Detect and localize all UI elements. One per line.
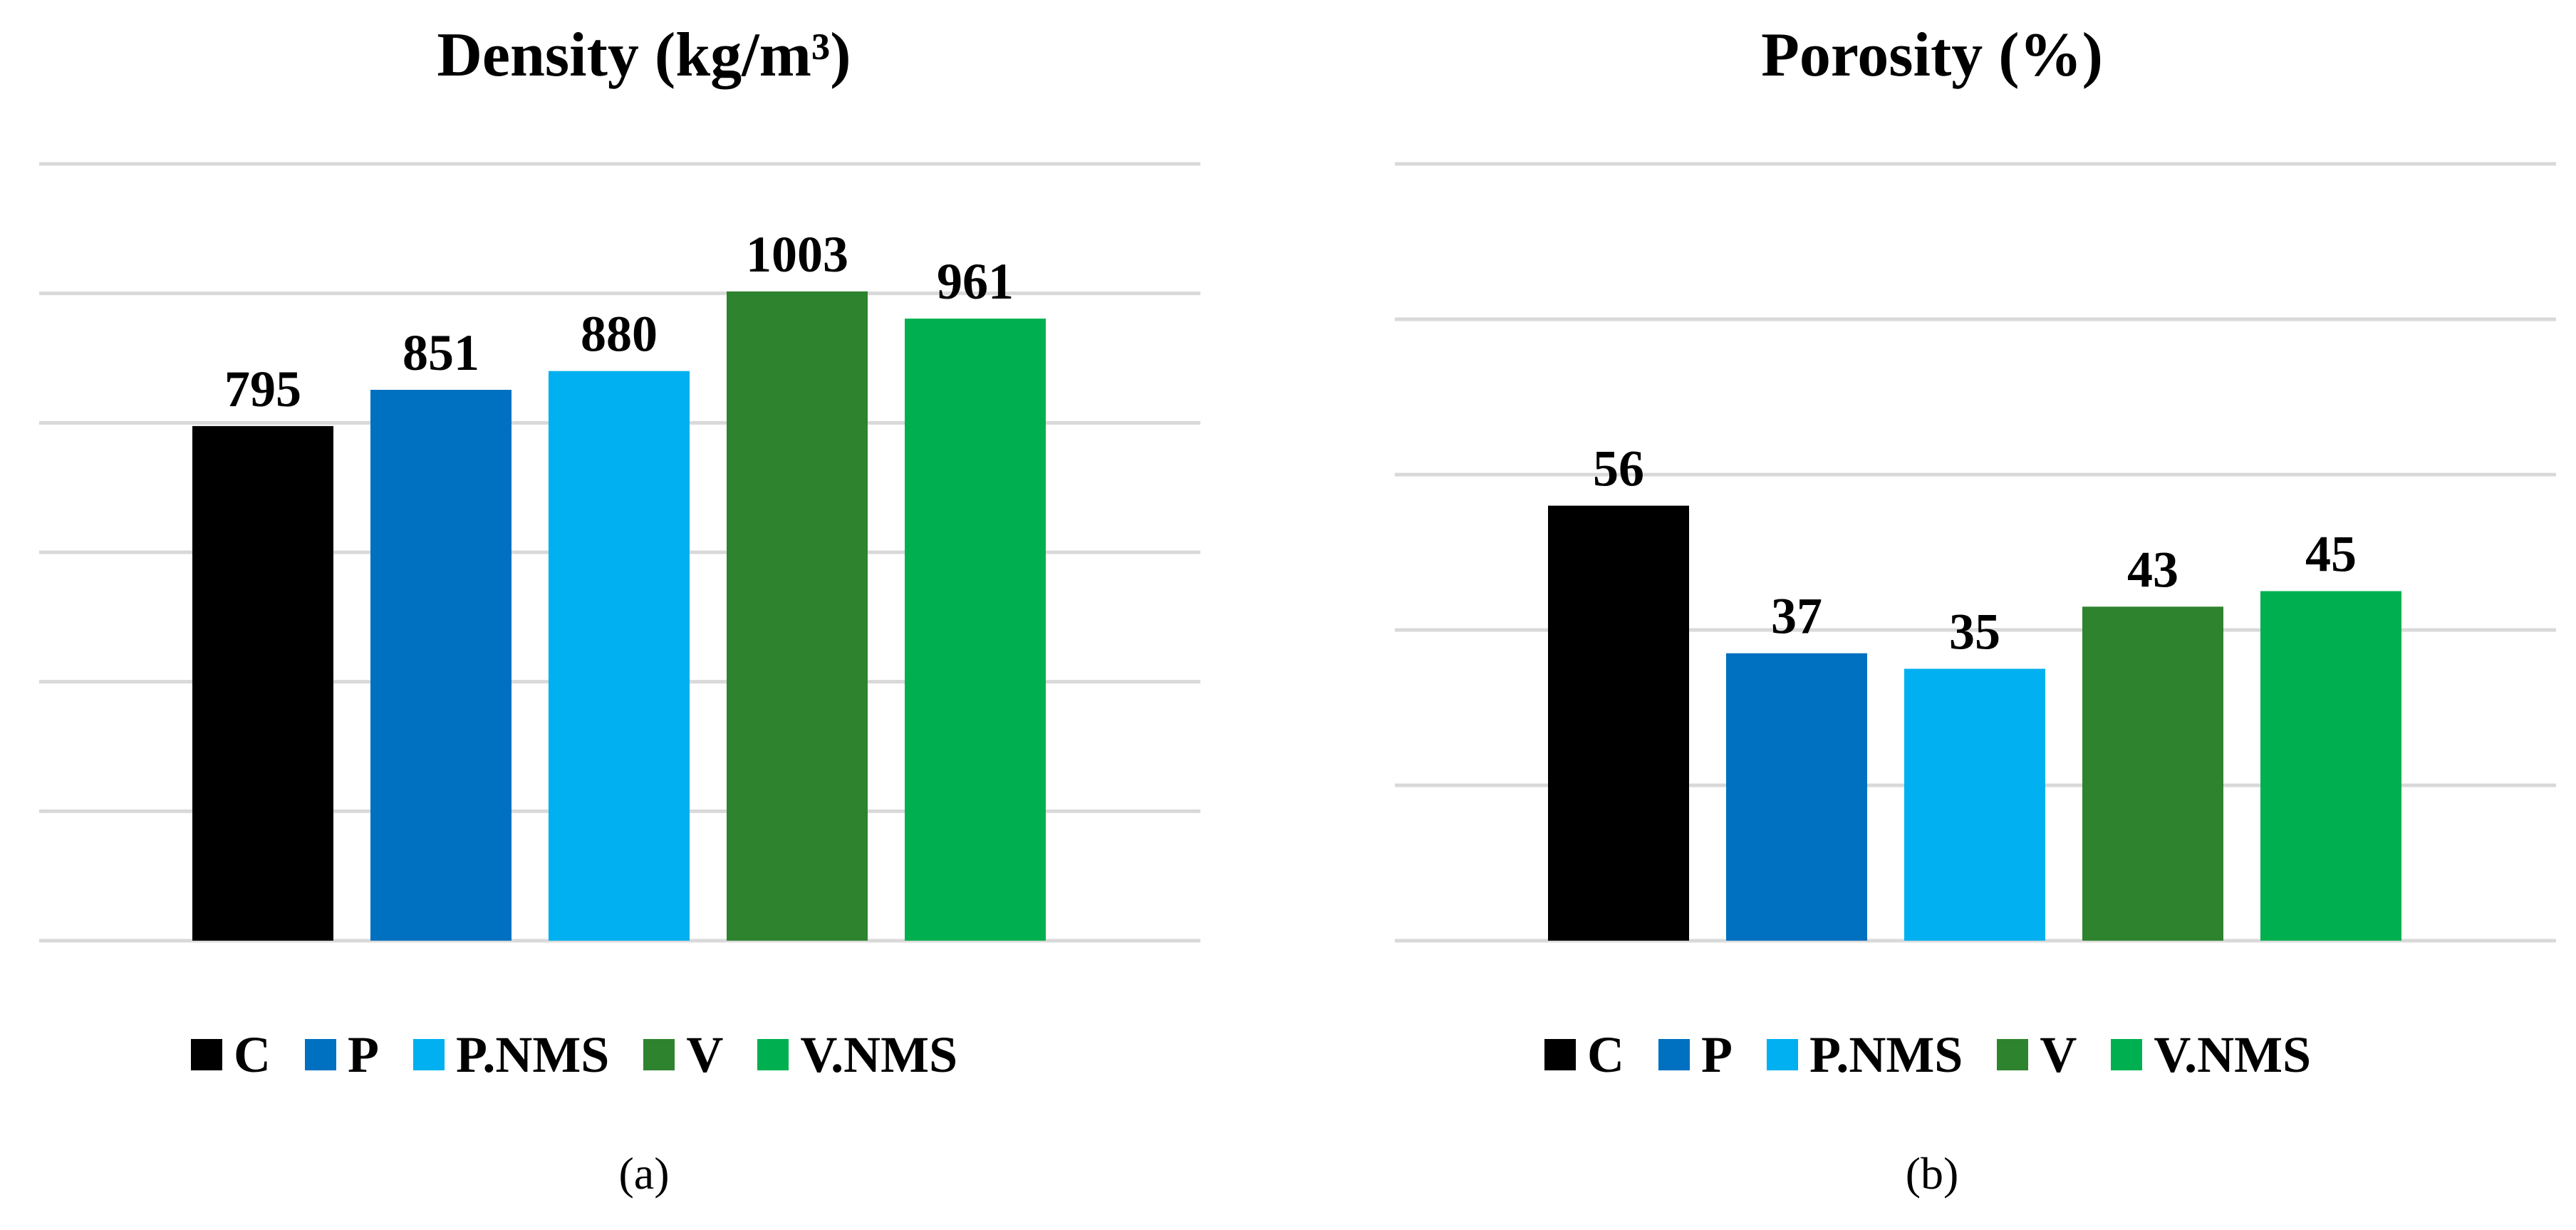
density-plot: 795 851 880 1003 961	[39, 162, 1200, 943]
legend: C P P.NMS V V.NMS	[1544, 1019, 2345, 1090]
chart-title: Density (kg/m³)	[437, 21, 851, 90]
data-label: 35	[1949, 604, 2000, 661]
legend-swatch	[1766, 1039, 1798, 1070]
legend-item: P.NMS	[1766, 1025, 1963, 1085]
data-label: 961	[937, 253, 1014, 310]
legend-label: V	[2040, 1025, 2077, 1083]
legend-swatch	[1997, 1039, 2029, 1070]
legend-item: V.NMS	[2111, 1025, 2311, 1085]
legend-swatch	[643, 1039, 675, 1070]
data-label: 851	[402, 324, 479, 381]
porosity-plot: 56 37 35 43 45	[1395, 162, 2556, 943]
legend-swatch	[2111, 1039, 2143, 1070]
data-label: 43	[2127, 541, 2178, 598]
density-chart-panel: Density (kg/m³) 795 851 880 1003 961 C P P.NMS…	[39, 21, 1200, 1199]
legend-swatch	[1544, 1039, 1576, 1070]
bar-v	[727, 291, 868, 941]
legend-item: C	[1544, 1025, 1624, 1085]
bar-v	[2082, 606, 2223, 941]
legend-item: V.NMS	[757, 1025, 957, 1085]
chart-title: Porosity (%)	[1761, 21, 2103, 90]
legend-item: P.NMS	[412, 1025, 610, 1085]
data-label: 56	[1593, 440, 1644, 497]
data-label: 795	[224, 361, 301, 418]
bar-c	[192, 425, 333, 941]
legend-item: V	[1997, 1025, 2077, 1085]
legend-item: P	[1658, 1025, 1733, 1085]
panel-caption: (b)	[1905, 1148, 1959, 1199]
legend-label: V.NMS	[800, 1025, 958, 1083]
data-label: 45	[2305, 526, 2357, 583]
legend-swatch	[191, 1039, 222, 1070]
legend-item: V	[643, 1025, 723, 1085]
bar-p-nms	[1904, 668, 2045, 941]
data-label: 37	[1771, 588, 1822, 645]
bar-p-nms	[549, 371, 690, 941]
legend-swatch	[305, 1039, 336, 1070]
legend-label: P	[348, 1025, 379, 1083]
legend-label: C	[234, 1025, 271, 1083]
bar-v-nms	[2260, 591, 2401, 941]
legend-swatch	[757, 1039, 789, 1070]
legend-label: P	[1701, 1025, 1733, 1083]
legend-label: P.NMS	[455, 1025, 610, 1083]
legend-item: P	[305, 1025, 379, 1085]
data-label: 880	[581, 306, 658, 363]
bar-p	[370, 390, 511, 941]
bar-v-nms	[905, 319, 1046, 941]
legend-label: V	[686, 1025, 724, 1083]
legend: C P P.NMS V V.NMS	[191, 1019, 992, 1090]
legend-label: C	[1587, 1025, 1624, 1083]
panel-caption: (a)	[618, 1148, 670, 1199]
legend-label: P.NMS	[1809, 1025, 1963, 1083]
porosity-chart-panel: Porosity (%) 56 37 35 43 45 C P P.NMS V V.NMS (b…	[1288, 0, 2576, 1230]
legend-label: V.NMS	[2154, 1025, 2312, 1083]
bar-p	[1726, 653, 1867, 941]
bar-c	[1548, 505, 1689, 941]
legend-swatch	[1658, 1039, 1690, 1070]
data-label: 1003	[746, 226, 848, 283]
legend-item: C	[191, 1025, 271, 1085]
legend-swatch	[412, 1039, 445, 1070]
